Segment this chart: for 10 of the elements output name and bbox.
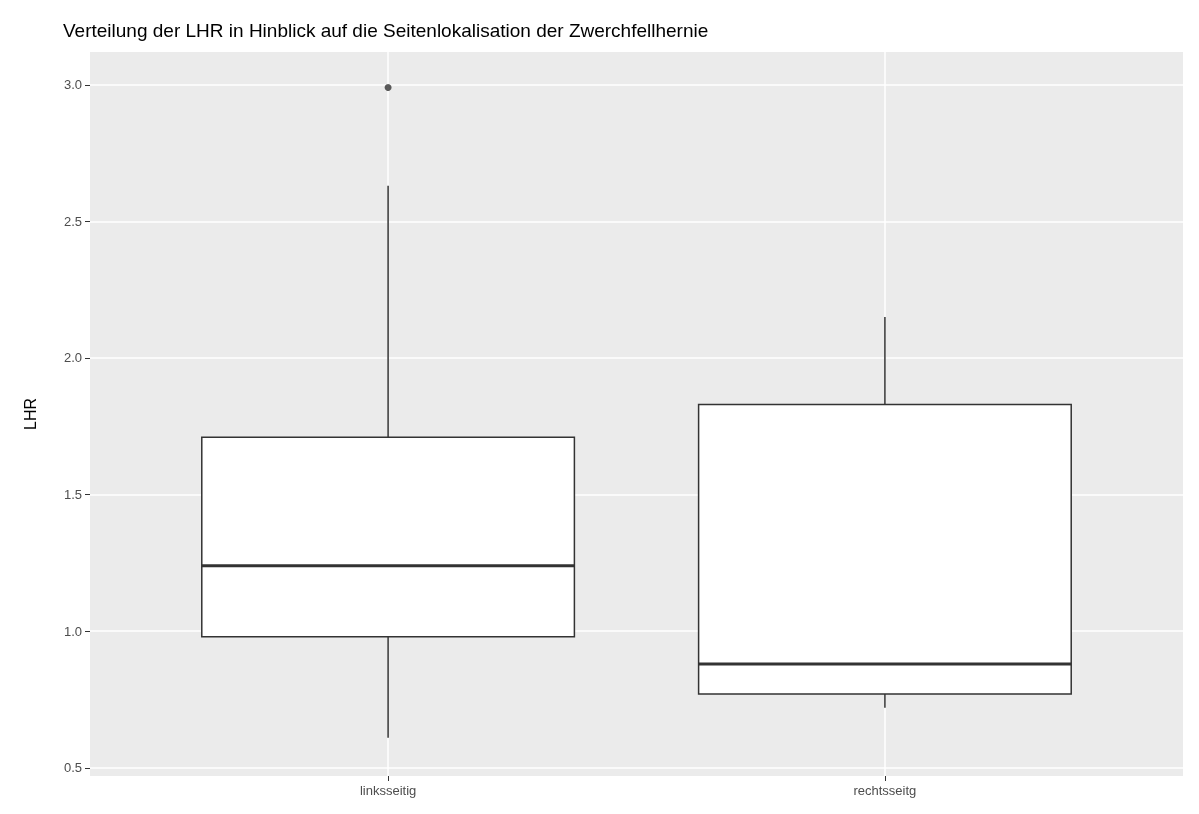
y-tick-label: 3.0: [63, 77, 82, 93]
y-axis-title: LHR: [21, 397, 39, 431]
y-tick-label: 1.0: [63, 623, 82, 639]
y-tick-label: 1.5: [63, 487, 82, 503]
y-tick-label: 0.5: [63, 760, 82, 776]
y-tick-label: 2.5: [63, 213, 82, 229]
chart-title: Verteilung der LHR in Hinblick auf die Seitenlokalisation der Zwerchfellhernie: [63, 20, 709, 41]
x-tick-label: linksseitig: [359, 783, 417, 798]
x-tick-label: rechtsseitg: [853, 783, 917, 798]
y-tick-label: 2.0: [63, 350, 82, 366]
